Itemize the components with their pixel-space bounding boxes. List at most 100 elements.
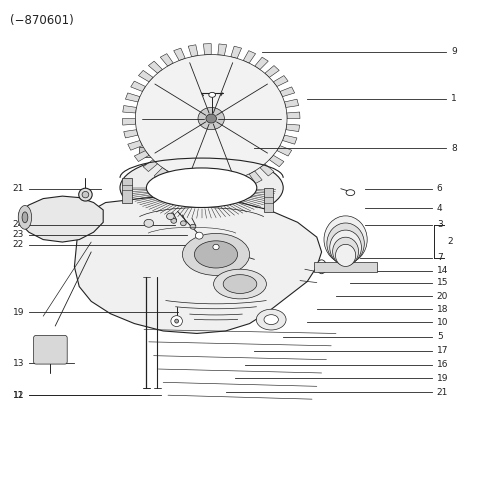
Polygon shape <box>255 57 268 70</box>
Ellipse shape <box>336 245 356 266</box>
Polygon shape <box>218 44 227 55</box>
Ellipse shape <box>135 54 287 183</box>
Ellipse shape <box>171 316 182 327</box>
Polygon shape <box>125 93 140 102</box>
Text: 10: 10 <box>437 318 448 327</box>
Ellipse shape <box>256 309 286 330</box>
Polygon shape <box>282 135 297 144</box>
Ellipse shape <box>317 260 326 274</box>
Polygon shape <box>249 171 262 183</box>
Ellipse shape <box>330 230 361 265</box>
Polygon shape <box>264 188 273 212</box>
Polygon shape <box>237 176 249 189</box>
Polygon shape <box>19 196 103 242</box>
Ellipse shape <box>206 114 216 123</box>
Text: 18: 18 <box>437 305 448 314</box>
Ellipse shape <box>146 168 257 207</box>
Polygon shape <box>224 180 234 192</box>
Text: 11: 11 <box>12 391 24 400</box>
Text: 9: 9 <box>451 47 457 56</box>
Ellipse shape <box>223 275 257 293</box>
Polygon shape <box>123 106 136 113</box>
Ellipse shape <box>182 234 250 276</box>
Ellipse shape <box>144 219 154 227</box>
Polygon shape <box>74 198 322 333</box>
Text: 21: 21 <box>12 184 24 193</box>
Ellipse shape <box>346 190 355 196</box>
Text: 15: 15 <box>437 278 448 287</box>
Text: 17: 17 <box>437 346 448 355</box>
Polygon shape <box>211 182 219 194</box>
Ellipse shape <box>22 212 28 223</box>
FancyBboxPatch shape <box>34 335 67 364</box>
Text: 20: 20 <box>437 292 448 301</box>
Polygon shape <box>273 76 288 86</box>
Polygon shape <box>124 129 138 138</box>
Ellipse shape <box>171 218 177 223</box>
Text: 6: 6 <box>437 184 443 193</box>
Polygon shape <box>287 112 300 119</box>
Polygon shape <box>269 155 284 167</box>
Ellipse shape <box>333 237 359 266</box>
Text: 22: 22 <box>13 240 24 249</box>
Polygon shape <box>122 119 136 125</box>
Ellipse shape <box>214 269 266 299</box>
Polygon shape <box>231 46 241 58</box>
Polygon shape <box>174 48 185 61</box>
Polygon shape <box>286 124 300 131</box>
Ellipse shape <box>194 241 238 268</box>
Polygon shape <box>285 99 299 108</box>
Polygon shape <box>277 146 292 156</box>
Text: 12: 12 <box>12 391 24 400</box>
Polygon shape <box>314 262 377 272</box>
Text: 7: 7 <box>437 253 443 262</box>
Ellipse shape <box>327 223 364 264</box>
Text: 21: 21 <box>437 388 448 397</box>
Polygon shape <box>138 70 153 82</box>
Polygon shape <box>243 51 255 63</box>
Ellipse shape <box>195 232 203 239</box>
Polygon shape <box>134 151 149 162</box>
Polygon shape <box>131 81 145 91</box>
Ellipse shape <box>324 216 367 263</box>
FancyBboxPatch shape <box>139 147 152 158</box>
Polygon shape <box>188 45 198 57</box>
Ellipse shape <box>167 213 174 219</box>
Text: 2: 2 <box>448 237 454 246</box>
Polygon shape <box>128 140 143 150</box>
Polygon shape <box>148 61 162 73</box>
Text: (−870601): (−870601) <box>10 14 73 27</box>
Ellipse shape <box>190 224 196 229</box>
Text: 3: 3 <box>437 220 443 229</box>
Ellipse shape <box>82 192 89 198</box>
Ellipse shape <box>180 221 186 226</box>
Text: 19: 19 <box>12 308 24 317</box>
Ellipse shape <box>175 319 179 323</box>
Text: 8: 8 <box>451 144 457 153</box>
Polygon shape <box>181 179 192 191</box>
Ellipse shape <box>209 92 216 97</box>
Ellipse shape <box>264 315 278 325</box>
Polygon shape <box>167 174 179 186</box>
Text: 1: 1 <box>451 94 457 103</box>
Polygon shape <box>196 182 204 193</box>
Polygon shape <box>265 66 279 78</box>
Polygon shape <box>122 178 132 203</box>
Text: 19: 19 <box>437 374 448 383</box>
Ellipse shape <box>18 206 32 229</box>
Ellipse shape <box>213 245 219 250</box>
Ellipse shape <box>120 156 283 220</box>
Ellipse shape <box>79 188 92 201</box>
Polygon shape <box>204 43 211 55</box>
Polygon shape <box>280 87 295 97</box>
Polygon shape <box>143 160 157 171</box>
Polygon shape <box>260 164 274 176</box>
Text: 4: 4 <box>437 204 443 213</box>
Text: 5: 5 <box>437 332 443 341</box>
Polygon shape <box>154 167 168 180</box>
Ellipse shape <box>198 108 224 130</box>
Text: 24: 24 <box>13 220 24 229</box>
Text: 13: 13 <box>12 359 24 368</box>
FancyBboxPatch shape <box>167 170 180 181</box>
Text: 14: 14 <box>437 266 448 275</box>
